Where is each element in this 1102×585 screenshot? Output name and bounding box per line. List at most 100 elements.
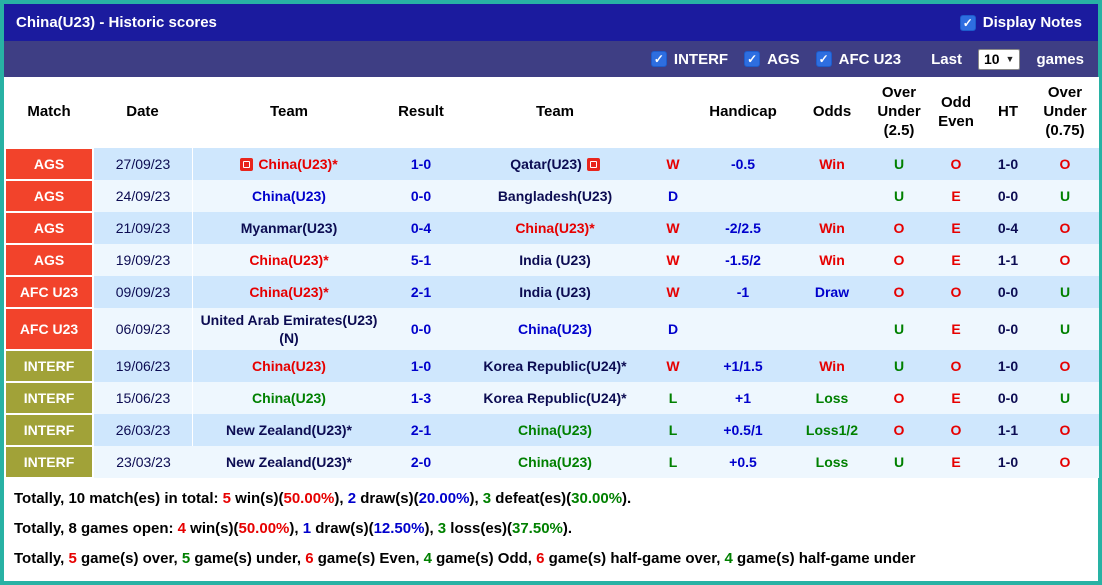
summary-segment: ). [622,490,632,508]
ht-cell: 0-0 [997,390,1019,407]
summary-segment: defeat(es)( [491,490,572,508]
over-under-25-cell: O [893,422,905,439]
date-cell: 19/09/23 [115,251,171,268]
interf-label: INTERF [673,50,729,68]
summary-segment: ). [562,520,573,538]
over-under-075-cell: U [1059,321,1071,338]
summary-segment: draw(s)( [311,520,374,538]
team2-name: India (U23) [519,283,591,300]
match-cell: AFC U23 [4,306,94,352]
team2-cell: Qatar(U23) [457,148,653,180]
ht-cell: 1-0 [997,358,1019,375]
col-header-over-under-075: Over Under (0.75) [1031,77,1099,148]
date-cell: 21/09/23 [115,219,171,236]
team1-name: Myanmar(U23) [240,219,338,236]
odds-cell: Loss1/2 [805,422,859,439]
summary-segment: game(s) half-game under [732,550,916,568]
team1-cell: China(U23) [193,350,385,382]
odd-even-cell: O [950,155,962,172]
summary-segment: game(s) Odd, [431,550,537,568]
over-under-25-cell: O [893,390,905,407]
page-title: China(U23) - Historic scores [16,14,217,31]
summary-segment: 4 [423,550,432,568]
summary-line-2: Totally, 8 games open: 4 win(s)(50.00%),… [14,514,1088,544]
summary-segment: 5 [181,550,191,568]
date-cell: 26/03/23 [115,422,171,439]
team2-name: India (U23) [519,251,591,268]
wdl-cell: W [666,155,680,172]
summary-segment: 4 [724,550,733,568]
display-notes-checkbox[interactable] [959,14,976,31]
over-under-075-cell: O [1059,454,1071,471]
result-cell: 1-3 [410,390,432,407]
summary-segment: game(s) half-game over, [544,550,725,568]
wdl-cell: W [666,251,680,268]
over-under-25-cell: O [893,251,905,268]
team2-cell: Korea Republic(U24)* [457,382,653,414]
wdl-cell: W [666,283,680,300]
table-body: AGS 27/09/23 China(U23)* 1-0 Qatar(U23) … [4,147,1099,480]
result-cell: 2-1 [410,283,432,300]
col-header-odds: Odds [793,77,871,148]
handicap-cell [693,180,793,212]
games-count-value: 10 [983,51,1000,67]
odd-even-cell: E [951,454,961,471]
team2-cell: Bangladesh(U23) [457,180,653,212]
filter-ags[interactable]: AGS [744,51,800,68]
display-notes-label: Display Notes [982,14,1082,31]
ht-cell: 0-0 [997,187,1019,204]
team1-name: China(U23)* [249,251,329,268]
summary-segment: match(es) in total: [85,490,223,508]
summary-segment: ), [289,520,303,538]
date-cell: 15/06/23 [115,390,171,407]
team1-name: China(U23) [252,187,326,204]
odds-cell: Win [819,219,845,236]
result-cell: 0-0 [410,321,432,338]
wdl-cell: W [666,358,680,375]
team1-name: China(U23) [252,390,326,407]
col-header-team2: Team [457,77,653,148]
summary-segment: ), [424,520,438,538]
odds-cell [793,180,871,212]
handicap-cell: +1/1.5 [723,358,763,375]
wdl-cell: L [668,390,678,407]
afc-u23-checkbox[interactable] [815,51,832,67]
afc-u23-label: AFC U23 [838,50,902,68]
ags-checkbox[interactable] [744,51,761,67]
over-under-075-cell: O [1059,422,1071,439]
team1-cell: Myanmar(U23) [193,212,385,244]
games-count-select[interactable]: 10 ▼ [977,48,1021,70]
filter-bar: INTERF AGS AFC U23 Last 10 ▼ games [4,41,1098,77]
over-under-075-cell: O [1059,358,1071,375]
summary-segment: 30.00% [571,490,623,508]
summary-segment: 50.00% [238,520,290,538]
handicap-cell: -0.5 [730,155,756,172]
chevron-down-icon: ▼ [1005,54,1015,64]
odds-cell: Win [819,358,845,375]
display-notes-toggle[interactable]: Display Notes [959,14,1082,31]
team2-name: Korea Republic(U24)* [483,358,627,375]
summary-segment: 6 [536,550,545,568]
interf-checkbox[interactable] [650,51,667,67]
table-row: AGS 24/09/23 China(U23) 0-0 Bangladesh(U… [4,179,1099,213]
wdl-cell: W [666,219,680,236]
filter-afc-u23[interactable]: AFC U23 [815,50,902,68]
ht-cell: 1-1 [997,251,1019,268]
summary-segment: 2 [347,490,357,508]
summary: Totally, 10 match(es) in total: 5 win(s)… [4,479,1098,574]
filter-interf[interactable]: INTERF [650,50,729,68]
match-cell: INTERF [4,413,94,448]
summary-segment: 50.00% [283,490,335,508]
table-row: AGS 27/09/23 China(U23)* 1-0 Qatar(U23) … [4,147,1099,181]
summary-segment: 6 [305,550,314,568]
team1-name: China(U23) [252,358,326,375]
col-header-team1: Team [193,77,385,148]
handicap-cell: -2/2.5 [725,219,761,236]
odd-even-cell: E [951,321,961,338]
team1-cell: China(U23)* [193,276,385,308]
odds-cell: Win [819,251,845,268]
match-cell: INTERF [4,349,94,384]
col-header-wdl [653,77,693,148]
over-under-075-cell: O [1059,155,1071,172]
summary-segment: game(s) over, [76,550,182,568]
